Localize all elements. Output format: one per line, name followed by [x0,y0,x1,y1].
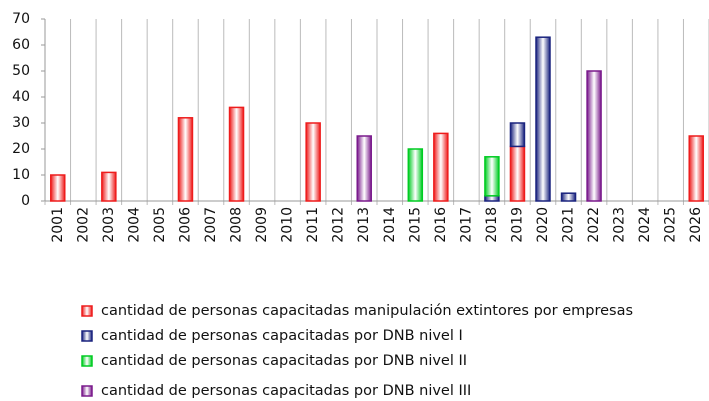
legend-marker [81,330,93,342]
legend-marker [81,355,93,367]
x-tick-label: 2025 [663,207,679,243]
legend-label: cantidad de personas capacitadas por DNB… [101,383,471,399]
x-tick-label: 2002 [75,207,91,243]
x-tick-label: 2020 [535,207,551,243]
x-tick-label: 2008 [229,207,245,243]
bar [509,145,526,202]
bar [101,171,117,202]
bar [535,36,551,202]
y-tick-label: 60 [12,37,30,53]
x-tick-label: 2011 [305,207,321,243]
x-tick-label: 2012 [331,207,347,243]
x-tick-label: 2017 [458,207,474,243]
x-tick-label: 2015 [407,207,423,243]
x-tick-label: 2013 [356,207,372,243]
x-tick-label: 2006 [177,207,193,243]
legend-label: cantidad de personas capacitadas por DNB… [101,328,463,344]
bar [509,122,526,148]
y-tick-label: 0 [21,193,30,209]
x-tick-label: 2005 [152,207,168,243]
bar [433,132,449,202]
x-tick-label: 2022 [586,207,602,243]
y-tick-label: 30 [12,115,30,131]
y-tick-label: 20 [12,141,30,157]
bar [50,174,66,202]
bar [484,195,500,202]
bar [560,192,577,202]
bar [688,135,704,202]
bar [228,106,245,202]
bar [177,117,194,202]
x-tick-label: 2014 [382,207,398,243]
x-tick-label: 2018 [484,207,500,243]
legend-label: cantidad de personas capacitadas manipul… [101,303,633,319]
bar [356,135,372,202]
bar [407,148,424,202]
x-tick-label: 2009 [254,207,270,243]
x-tick-label: 2019 [509,207,525,243]
y-tick-label: 40 [12,89,30,105]
y-tick-label: 50 [12,63,30,79]
x-tick-label: 2004 [126,207,142,243]
legend-marker [81,305,93,317]
legend-marker [81,385,93,397]
x-tick-label: 2023 [612,207,628,243]
x-tick-label: 2026 [688,207,704,243]
x-tick-label: 2016 [433,207,449,243]
y-tick-label: 10 [12,167,30,183]
x-tick-label: 2007 [203,207,219,243]
bar [305,122,321,202]
x-tick-label: 2024 [637,207,653,243]
x-tick-label: 2003 [101,207,117,243]
bar [484,156,500,197]
x-tick-label: 2001 [50,207,66,243]
legend-label: cantidad de personas capacitadas por DNB… [101,353,467,369]
y-tick-label: 70 [12,11,30,27]
x-tick-label: 2021 [561,207,577,243]
x-tick-label: 2010 [280,207,296,243]
bar [586,70,602,202]
